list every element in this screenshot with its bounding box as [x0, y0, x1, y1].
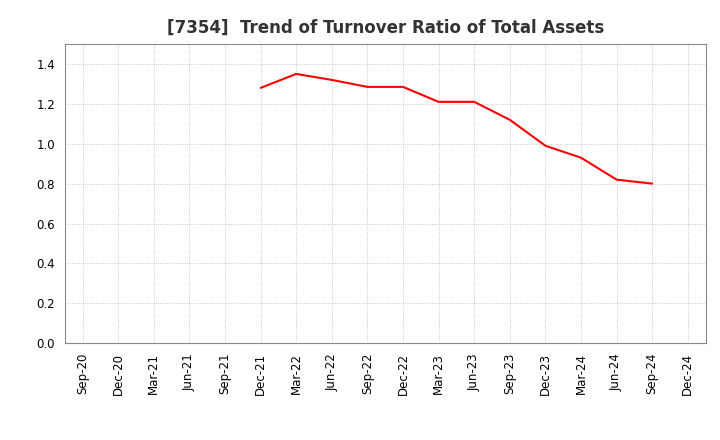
- Title: [7354]  Trend of Turnover Ratio of Total Assets: [7354] Trend of Turnover Ratio of Total …: [166, 19, 604, 37]
